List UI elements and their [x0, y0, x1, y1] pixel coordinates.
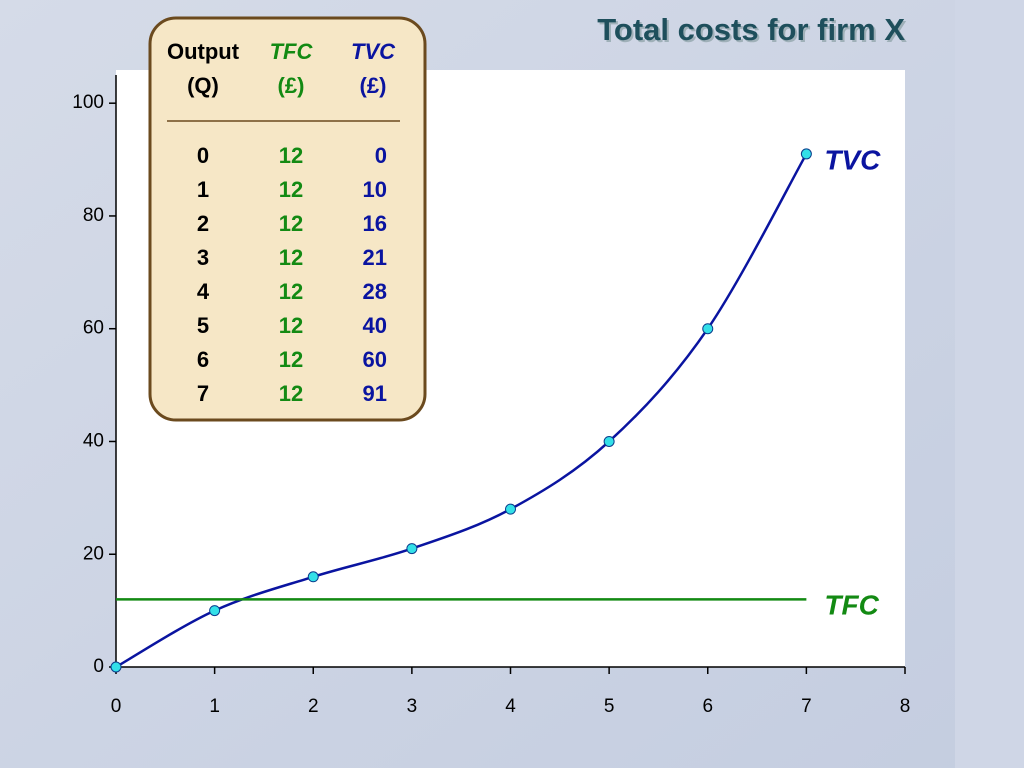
table-cell: 0: [197, 143, 209, 168]
x-tick-label: 4: [505, 696, 516, 717]
table-cell: 0: [375, 143, 387, 168]
chart-title: Total costs for firm X: [597, 12, 905, 47]
table-cell: 60: [363, 347, 387, 372]
table-box: [148, 16, 427, 422]
chart-title-shadow: Total costs for firm X: [599, 14, 907, 49]
table-cell: 2: [197, 211, 209, 236]
table-cell: 91: [363, 381, 387, 406]
table-header: (£): [278, 73, 305, 98]
x-tick-label: 1: [209, 696, 220, 717]
series-label: TVC: [824, 144, 881, 175]
table-cell: 5: [197, 313, 209, 338]
table-cell: 16: [363, 211, 387, 236]
y-tick-label: 20: [83, 543, 104, 564]
x-tick-label: 0: [111, 696, 122, 717]
table-header: (£): [360, 73, 387, 98]
x-tick-label: 7: [801, 696, 812, 717]
table-cell: 12: [279, 211, 303, 236]
table-cell: 21: [363, 245, 387, 270]
x-tick-label: 8: [900, 696, 911, 717]
table-cell: 3: [197, 245, 209, 270]
table-cell: 12: [279, 143, 303, 168]
table-header: (Q): [187, 73, 219, 98]
table-cell: 28: [363, 279, 387, 304]
data-point: [406, 543, 418, 555]
y-tick-label: 40: [83, 430, 104, 451]
table-cell: 6: [197, 347, 209, 372]
data-point: [307, 571, 319, 583]
table-cell: 4: [197, 279, 210, 304]
table-cell: 12: [279, 381, 303, 406]
table-cell: 12: [279, 279, 303, 304]
table-cell: 12: [279, 177, 303, 202]
x-tick-label: 6: [702, 696, 713, 717]
table-cell: 12: [279, 245, 303, 270]
table-header: TVC: [351, 39, 396, 64]
table-cell: 1: [197, 177, 209, 202]
table-cell: 12: [279, 347, 303, 372]
series-label: TFC: [824, 590, 879, 621]
data-point: [110, 661, 122, 673]
x-tick-label: 2: [308, 696, 319, 717]
table-cell: 12: [279, 313, 303, 338]
y-tick-label: 100: [72, 92, 104, 113]
x-tick-label: 5: [604, 696, 615, 717]
y-tick-label: 60: [83, 318, 104, 339]
data-point: [209, 605, 221, 617]
table-cell: 7: [197, 381, 209, 406]
table-cell: 40: [363, 313, 387, 338]
data-point: [702, 323, 714, 335]
table-cell: 10: [363, 177, 387, 202]
x-tick-label: 3: [407, 696, 418, 717]
data-point: [800, 148, 812, 160]
table-header: TFC: [270, 39, 314, 64]
y-tick-label: 80: [83, 205, 104, 226]
data-point: [505, 503, 516, 515]
data-table: Output (Q) TFC (£) TVC (£) 0 12 0 1 12 10 2 12 16 3 12 21…: [167, 39, 396, 406]
side-strip: [955, 0, 1024, 768]
y-tick-label: 0: [93, 656, 104, 677]
table-header: Output: [167, 39, 240, 64]
data-point: [603, 435, 615, 447]
